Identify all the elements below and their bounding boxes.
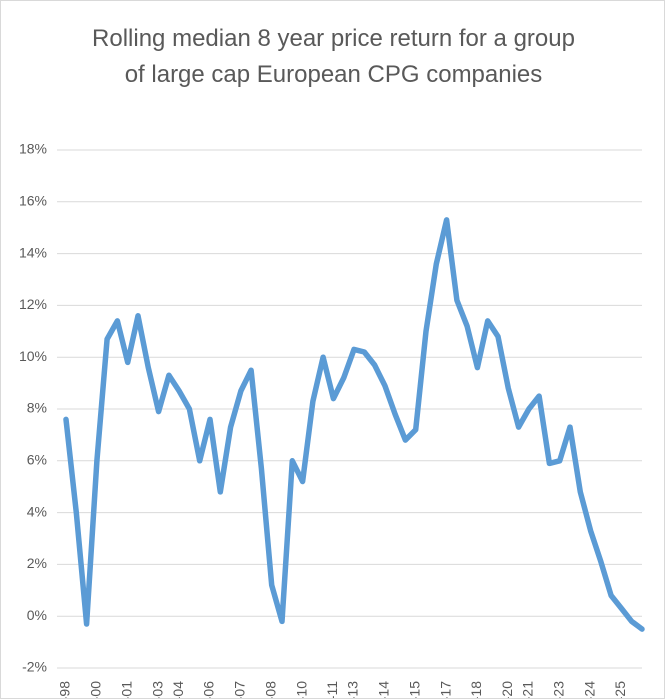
y-tick-label: 16% xyxy=(19,193,47,209)
x-tick-label: Aug-04 xyxy=(170,681,186,698)
x-tick-label: Dec-15 xyxy=(406,681,422,698)
y-tick-label: 2% xyxy=(27,555,47,571)
x-tick-label: Jun-07 xyxy=(232,681,248,698)
x-tick-label: Jan-06 xyxy=(201,681,217,698)
x-tick-label: Apr-10 xyxy=(293,681,309,698)
y-tick-label: 12% xyxy=(19,296,47,312)
y-tick-label: 8% xyxy=(27,400,47,416)
chart-title: Rolling median 8 year price return for a… xyxy=(92,25,575,88)
x-tick-label: Mar-03 xyxy=(149,681,165,698)
x-tick-label: Jun-24 xyxy=(581,681,597,698)
x-tick-label: Aug-21 xyxy=(520,681,536,698)
x-tick-label: Nov-08 xyxy=(262,681,278,698)
x-tick-label: Oct-18 xyxy=(468,681,484,698)
y-tick-label: 10% xyxy=(19,348,47,364)
y-tick-label: 14% xyxy=(19,244,47,260)
x-tick-label: Feb-13 xyxy=(345,681,361,698)
x-tick-label: Sep-11 xyxy=(324,681,340,698)
y-tick-label: 0% xyxy=(27,607,47,623)
x-tick-label: May-00 xyxy=(88,681,104,698)
y-tick-label: 4% xyxy=(27,503,47,519)
x-tick-label: Nov-25 xyxy=(612,681,628,698)
x-tick-label: Jul-14 xyxy=(376,681,392,698)
y-tick-label: 6% xyxy=(27,452,47,468)
y-tick-label: -2% xyxy=(22,659,47,675)
data-line xyxy=(63,217,645,632)
x-tick-label: Mar-20 xyxy=(499,681,515,698)
x-tick-label: Jan-23 xyxy=(550,681,566,698)
x-tick-label: May-17 xyxy=(437,681,453,698)
x-tick-label: Dec-98 xyxy=(57,681,73,698)
x-tick-label: Oct-01 xyxy=(118,681,134,698)
y-tick-label: 18% xyxy=(19,141,47,157)
